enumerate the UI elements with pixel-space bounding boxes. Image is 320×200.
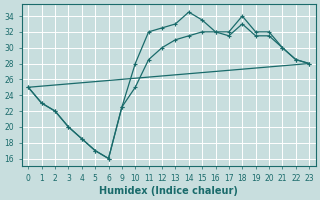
- X-axis label: Humidex (Indice chaleur): Humidex (Indice chaleur): [99, 186, 238, 196]
